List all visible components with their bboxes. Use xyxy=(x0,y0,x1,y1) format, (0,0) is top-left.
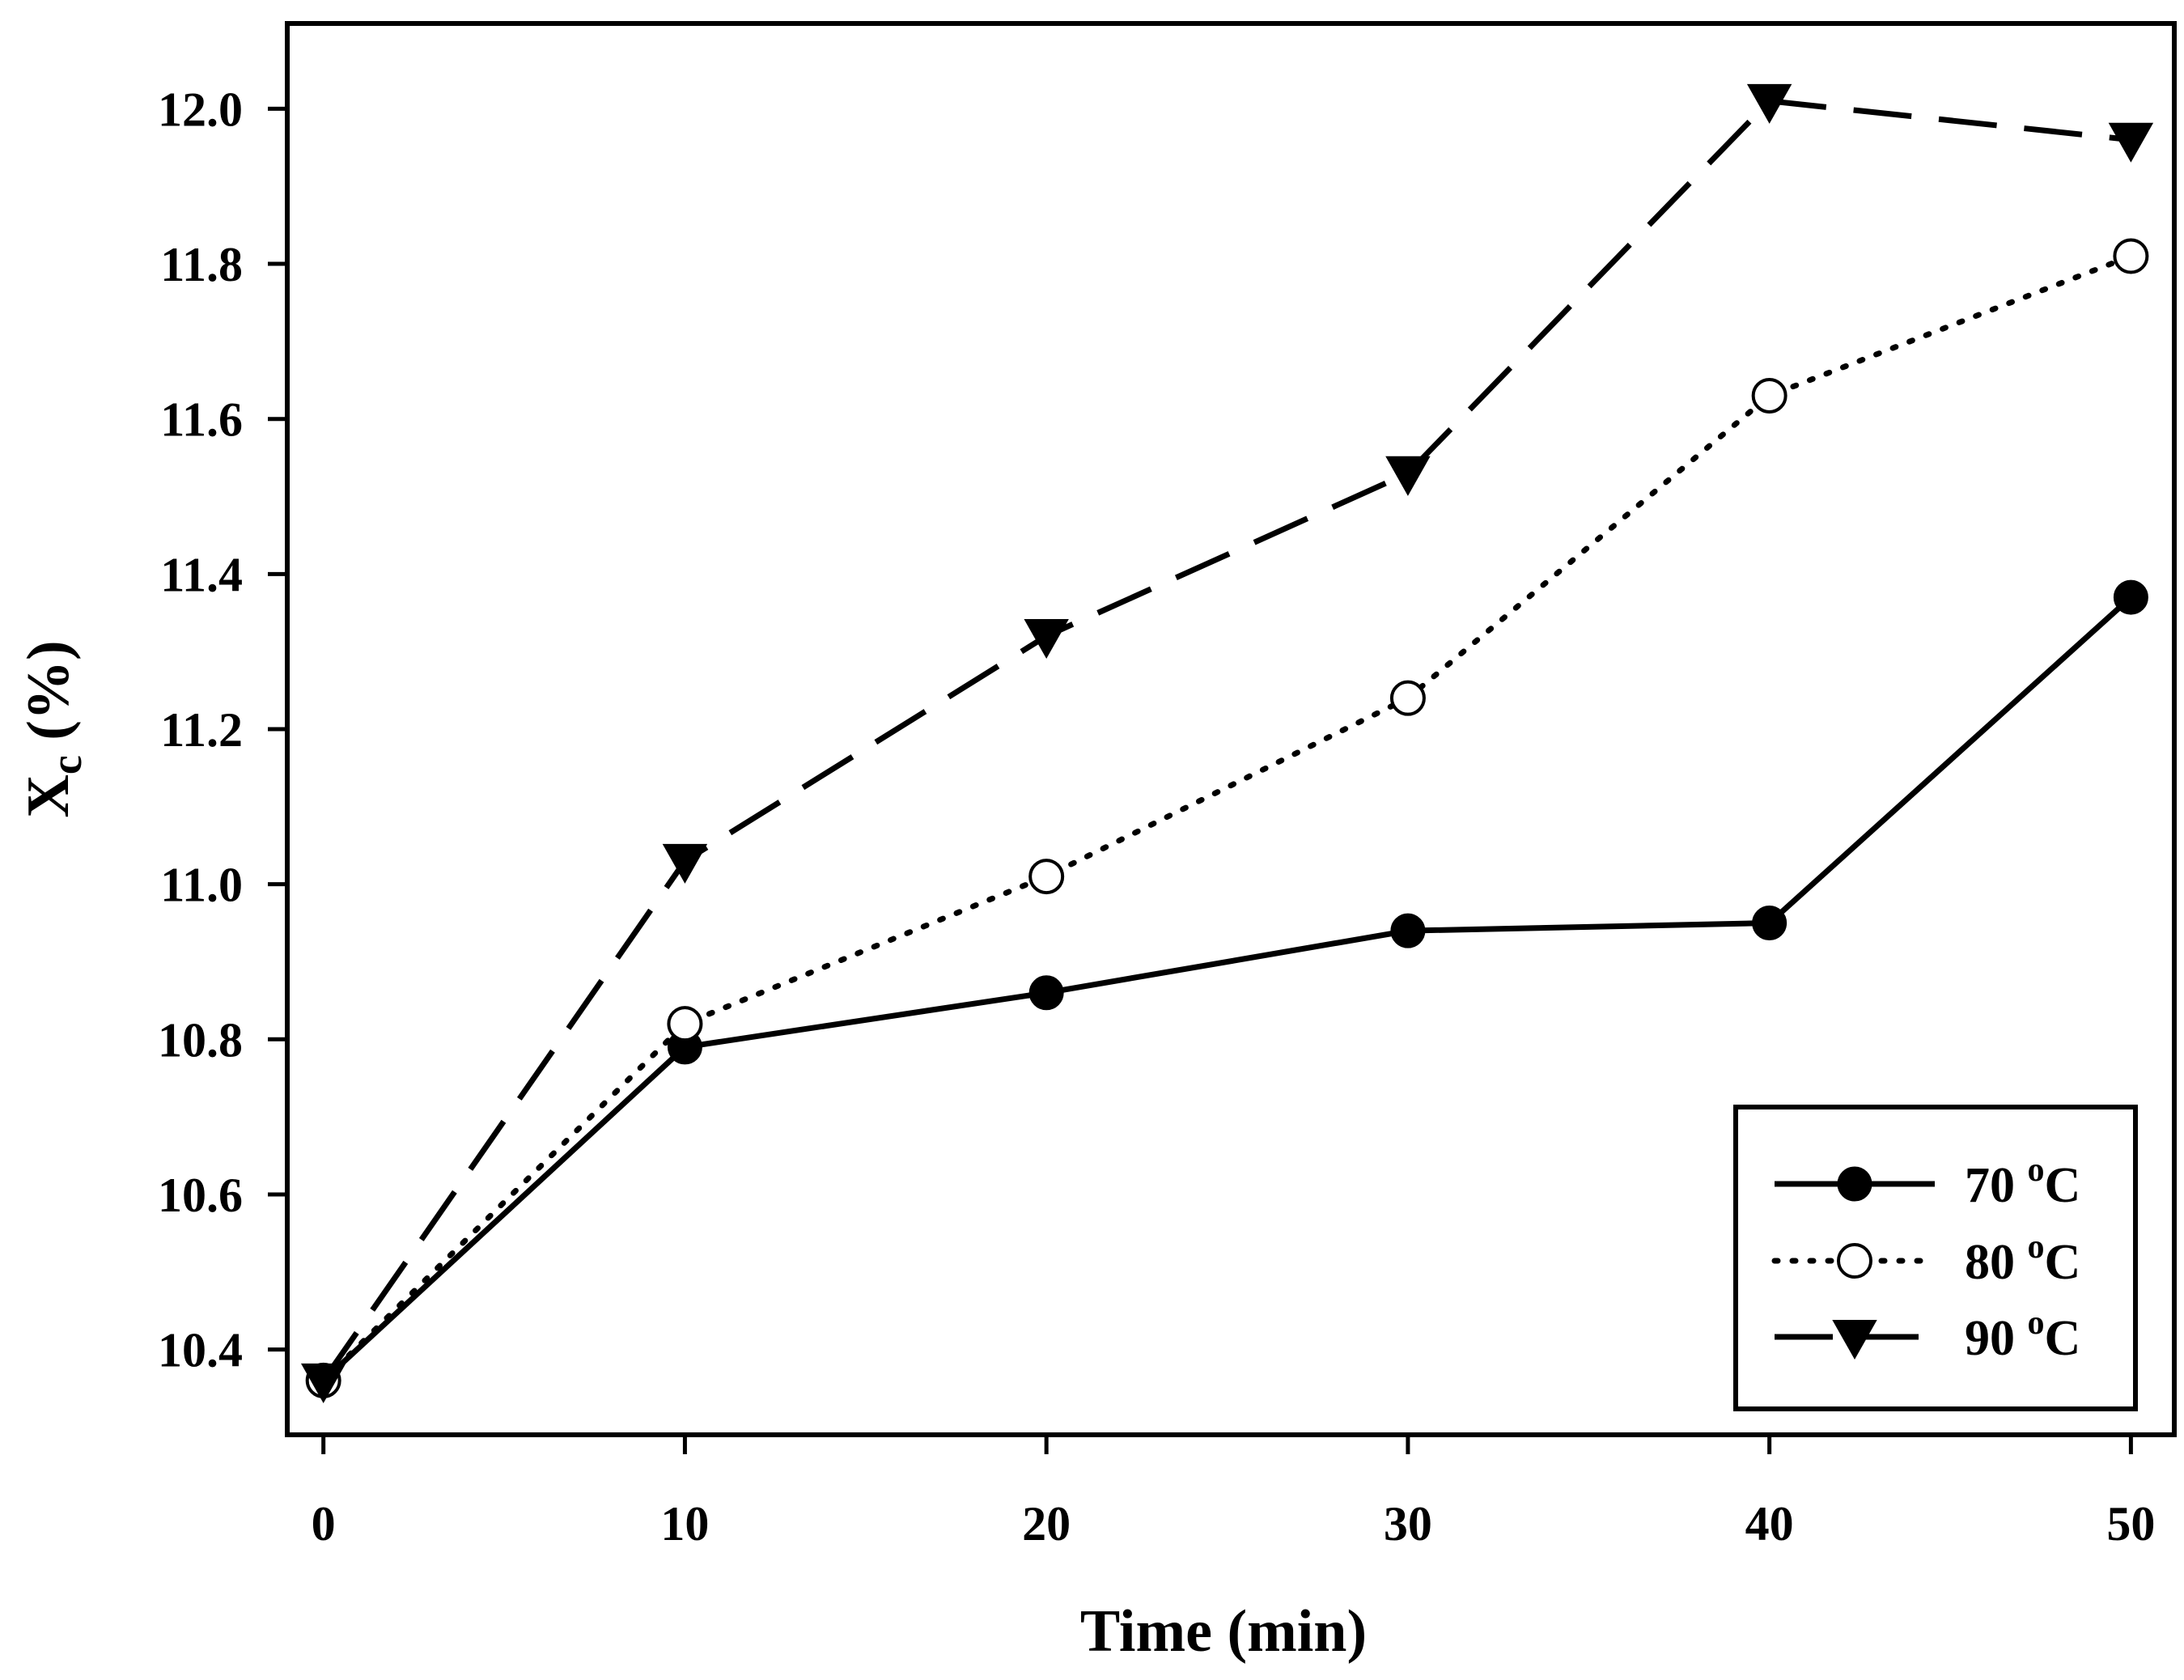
y-tick-label-10.6: 10.6 xyxy=(158,1169,243,1222)
data-point-70-20 xyxy=(1028,975,1064,1011)
legend-value-80: 80 xyxy=(1965,1235,2028,1290)
data-point-80-30 xyxy=(1389,680,1426,716)
x-tick-label-50: 50 xyxy=(2106,1497,2155,1551)
legend-degree-90: o xyxy=(2028,1305,2045,1342)
legend-entry-90: 90 oC xyxy=(1775,1305,2080,1366)
legend-entry-70: 70 oC xyxy=(1775,1152,2080,1213)
y-tick-label-12.0: 12.0 xyxy=(158,83,243,136)
y-tick-label-11.4: 11.4 xyxy=(160,548,243,601)
data-point-70-40 xyxy=(1752,906,1787,941)
legend-unit-90: C xyxy=(2045,1311,2081,1366)
y-tick-label-11.2: 11.2 xyxy=(160,703,243,757)
data-point-90-40 xyxy=(1746,83,1792,124)
x-tick-label-40: 40 xyxy=(1745,1497,1794,1551)
data-point-80-10 xyxy=(667,1006,703,1042)
y-tick-label-10.4: 10.4 xyxy=(158,1324,243,1377)
legend-marker-70 xyxy=(1837,1166,1872,1202)
y-tick-label-11.0: 11.0 xyxy=(160,859,243,912)
data-point-80-40 xyxy=(1751,377,1787,414)
series-lines xyxy=(320,98,2134,1384)
data-point-80-50 xyxy=(2113,238,2149,274)
x-tick-label-10: 10 xyxy=(660,1497,709,1551)
y-tick-label-10.8: 10.8 xyxy=(158,1013,243,1067)
x-tick-label-0: 0 xyxy=(312,1497,336,1551)
legend-marker-80 xyxy=(1837,1243,1872,1279)
legend-degree-70: o xyxy=(2028,1152,2045,1189)
legend-label-80: 80 oC xyxy=(1965,1228,2080,1290)
axis-ticks: 0 10 20 30 40 50 10.4 10.6 10.8 11.0 11.2 11.4 11.6 1… xyxy=(158,83,2155,1551)
y-axis-label-main: X xyxy=(15,774,82,817)
data-point-70-50 xyxy=(2113,579,2148,615)
y-axis-label-suffix: (%) xyxy=(15,640,82,755)
data-point-80-20 xyxy=(1028,859,1065,895)
x-tick-label-20: 20 xyxy=(1022,1497,1071,1551)
data-point-90-20 xyxy=(1024,619,1069,660)
y-tick-label-11.8: 11.8 xyxy=(160,238,243,291)
series-line-90 xyxy=(320,98,2131,1382)
data-point-90-30 xyxy=(1385,456,1431,496)
legend-unit-70: C xyxy=(2045,1158,2081,1213)
legend-entry-80: 80 oC xyxy=(1771,1228,2080,1290)
legend-label-70: 70 oC xyxy=(1965,1152,2080,1213)
data-point-70-30 xyxy=(1390,913,1426,948)
data-point-90-50 xyxy=(2108,122,2154,163)
legend-value-90: 90 xyxy=(1965,1311,2028,1366)
legend-value-70: 70 xyxy=(1965,1158,2028,1213)
y-tick-label-11.6: 11.6 xyxy=(160,393,243,447)
x-axis-label: Time (min) xyxy=(1080,1598,1367,1665)
legend-unit-80: C xyxy=(2045,1235,2081,1290)
y-axis-label-subscript: c xyxy=(42,755,91,774)
series-markers xyxy=(300,83,2154,1403)
data-point-90-0 xyxy=(300,1363,346,1403)
series-line-80 xyxy=(320,252,2134,1384)
legend-box xyxy=(1733,1105,2138,1411)
legend-marker-90 xyxy=(1832,1320,1877,1360)
legend-label-90: 90 oC xyxy=(1965,1305,2080,1366)
x-tick-label-30: 30 xyxy=(1384,1497,1432,1551)
series-line-70 xyxy=(321,595,2133,1383)
legend-degree-80: o xyxy=(2028,1228,2045,1266)
y-axis-label: Xc (%) xyxy=(15,640,91,817)
data-point-90-10 xyxy=(662,843,708,884)
